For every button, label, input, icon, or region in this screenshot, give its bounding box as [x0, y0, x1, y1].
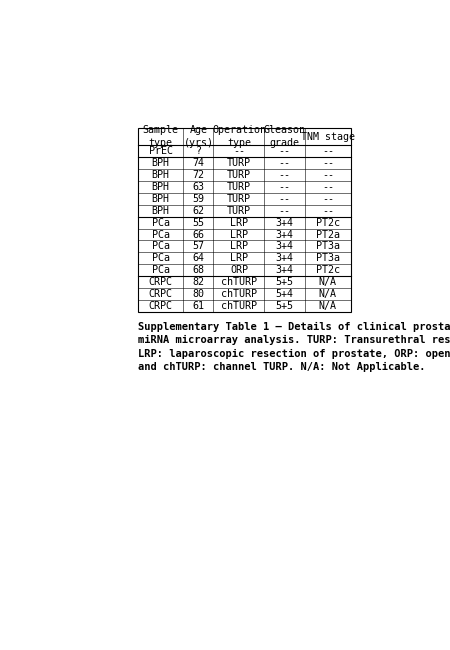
Text: --: -- — [279, 158, 291, 168]
Text: 68: 68 — [193, 265, 204, 276]
Text: CRPC: CRPC — [148, 289, 172, 299]
Text: ?: ? — [195, 146, 202, 156]
Text: --: -- — [279, 205, 291, 216]
Text: Operation
type: Operation type — [212, 125, 266, 148]
Text: BPH: BPH — [152, 170, 170, 180]
Text: --: -- — [322, 170, 334, 180]
Text: 80: 80 — [193, 289, 204, 299]
Text: --: -- — [279, 170, 291, 180]
Text: BPH: BPH — [152, 158, 170, 168]
Text: 55: 55 — [193, 218, 204, 227]
Text: PT2c: PT2c — [316, 218, 340, 227]
Text: 3+4: 3+4 — [276, 218, 294, 227]
Text: chTURP: chTURP — [221, 278, 257, 287]
Text: ORP: ORP — [230, 265, 248, 276]
Text: PCa: PCa — [152, 229, 170, 239]
Text: 3+4: 3+4 — [276, 241, 294, 252]
Text: Sample
type: Sample type — [143, 125, 179, 148]
Text: PCa: PCa — [152, 254, 170, 263]
Text: LRP: LRP — [230, 229, 248, 239]
Text: PT3a: PT3a — [316, 254, 340, 263]
Text: 5+4: 5+4 — [276, 289, 294, 299]
Text: 3+4: 3+4 — [276, 229, 294, 239]
Text: Age
(yrs): Age (yrs) — [184, 125, 213, 148]
Text: Gleason
grade: Gleason grade — [264, 125, 306, 148]
Text: 61: 61 — [193, 301, 204, 311]
Text: TURP: TURP — [227, 182, 251, 192]
Text: 3+4: 3+4 — [276, 254, 294, 263]
Text: BPH: BPH — [152, 182, 170, 192]
Text: chTURP: chTURP — [221, 289, 257, 299]
Text: 62: 62 — [193, 205, 204, 216]
Text: 82: 82 — [193, 278, 204, 287]
Text: TNM stage: TNM stage — [301, 131, 355, 142]
Text: PCa: PCa — [152, 241, 170, 252]
Text: --: -- — [233, 146, 245, 156]
Text: TURP: TURP — [227, 170, 251, 180]
Text: N/A: N/A — [319, 289, 337, 299]
Text: TURP: TURP — [227, 194, 251, 203]
Text: CRPC: CRPC — [148, 301, 172, 311]
Text: PT2c: PT2c — [316, 265, 340, 276]
Text: --: -- — [322, 205, 334, 216]
Text: chTURP: chTURP — [221, 301, 257, 311]
Text: 3+4: 3+4 — [276, 265, 294, 276]
Text: 59: 59 — [193, 194, 204, 203]
Text: PCa: PCa — [152, 265, 170, 276]
Text: 63: 63 — [193, 182, 204, 192]
Text: 57: 57 — [193, 241, 204, 252]
Text: --: -- — [322, 182, 334, 192]
Text: BPH: BPH — [152, 194, 170, 203]
Text: LRP: LRP — [230, 218, 248, 227]
Text: --: -- — [279, 194, 291, 203]
Text: --: -- — [322, 146, 334, 156]
Text: 5+5: 5+5 — [276, 278, 294, 287]
Text: LRP: LRP — [230, 254, 248, 263]
Text: --: -- — [279, 146, 291, 156]
Text: N/A: N/A — [319, 278, 337, 287]
Text: 64: 64 — [193, 254, 204, 263]
Text: --: -- — [322, 194, 334, 203]
Text: N/A: N/A — [319, 301, 337, 311]
Text: TURP: TURP — [227, 158, 251, 168]
Text: 66: 66 — [193, 229, 204, 239]
Text: 72: 72 — [193, 170, 204, 180]
Bar — [138, 128, 351, 312]
Text: BPH: BPH — [152, 205, 170, 216]
Text: PCa: PCa — [152, 218, 170, 227]
Text: LRP: LRP — [230, 241, 248, 252]
Text: 5+5: 5+5 — [276, 301, 294, 311]
Text: PT3a: PT3a — [316, 241, 340, 252]
Text: TURP: TURP — [227, 205, 251, 216]
Text: --: -- — [279, 182, 291, 192]
Text: 74: 74 — [193, 158, 204, 168]
Text: Supplementary Table 1 – Details of clinical prostate samples used for
miRNA micr: Supplementary Table 1 – Details of clini… — [138, 322, 450, 372]
Text: CRPC: CRPC — [148, 278, 172, 287]
Text: PrEC: PrEC — [148, 146, 172, 156]
Text: PT2a: PT2a — [316, 229, 340, 239]
Text: --: -- — [322, 158, 334, 168]
